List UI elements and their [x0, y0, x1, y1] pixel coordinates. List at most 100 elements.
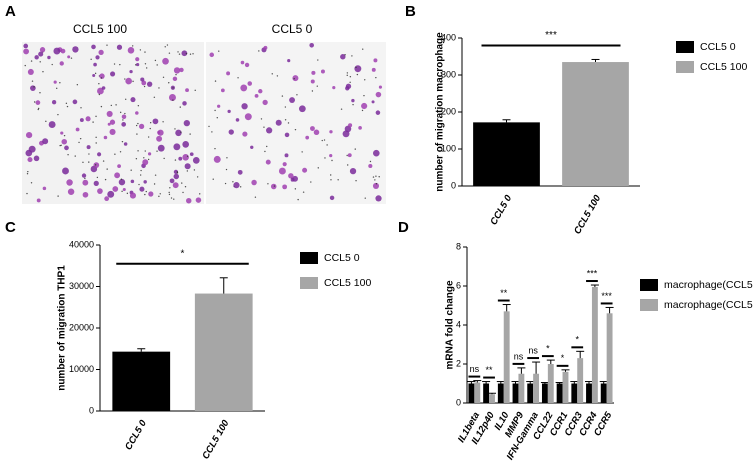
- cell: [97, 152, 102, 157]
- cell: [66, 105, 69, 108]
- cell: [130, 169, 132, 171]
- cell: [162, 121, 164, 123]
- cell: [352, 103, 354, 106]
- cell: [282, 162, 287, 167]
- cell: [224, 182, 227, 185]
- cell: [114, 153, 116, 155]
- cell: [139, 49, 142, 51]
- cell: [106, 168, 108, 170]
- cell: [310, 79, 315, 84]
- y-tick-label: 6: [456, 280, 461, 290]
- cell: [67, 154, 69, 156]
- legend-label: macrophage(CCL5 0): [664, 279, 753, 291]
- cell: [375, 183, 378, 185]
- cell: [36, 198, 41, 203]
- cell: [100, 77, 103, 79]
- legend-swatch: [676, 41, 694, 53]
- cell: [355, 66, 357, 69]
- cell: [186, 170, 189, 172]
- cell: [254, 196, 257, 198]
- x-tick-label: CCL5 100: [200, 418, 232, 462]
- cell: [172, 182, 179, 189]
- cell: [254, 93, 259, 98]
- cell: [375, 110, 381, 115]
- cell: [28, 145, 36, 153]
- cell: [260, 118, 263, 120]
- bar: [527, 383, 534, 403]
- cell: [329, 154, 333, 158]
- legend-label: CCL5 100: [324, 277, 371, 289]
- cell: [164, 46, 166, 48]
- cell: [309, 43, 314, 48]
- cell: [362, 48, 364, 50]
- cell: [56, 87, 58, 90]
- cell: [326, 144, 328, 146]
- significance: *: [575, 335, 579, 345]
- legend-swatch: [300, 252, 318, 264]
- cell: [84, 177, 86, 180]
- bar: [591, 286, 598, 403]
- cell: [135, 111, 139, 115]
- cells: [23, 43, 383, 204]
- bar: [483, 383, 490, 403]
- significance: ***: [587, 268, 598, 278]
- cell: [284, 119, 287, 121]
- cell: [345, 86, 350, 91]
- y-tick-label: 10000: [69, 364, 94, 374]
- cell: [317, 59, 319, 61]
- cell: [192, 156, 200, 164]
- cell: [61, 138, 68, 145]
- cell: [271, 73, 273, 75]
- y-tick-label: 8: [456, 241, 461, 251]
- cell: [180, 131, 182, 133]
- cell: [175, 129, 182, 137]
- cell: [344, 54, 346, 56]
- cell: [39, 47, 46, 53]
- bar: [503, 311, 510, 403]
- cell: [153, 96, 156, 98]
- cell: [241, 103, 248, 110]
- cell: [136, 133, 138, 135]
- cell: [281, 95, 284, 97]
- cell: [93, 62, 97, 67]
- cell: [173, 143, 181, 151]
- cell: [186, 197, 192, 204]
- significance: *: [561, 353, 565, 363]
- bar: [571, 383, 578, 403]
- cell: [102, 160, 105, 162]
- cell: [24, 64, 26, 67]
- cell: [159, 193, 161, 195]
- cell: [129, 69, 133, 74]
- cell: [226, 71, 231, 76]
- panel-letter: B: [405, 3, 416, 20]
- cell: [168, 52, 171, 54]
- cell: [369, 160, 372, 163]
- cell: [240, 60, 245, 65]
- cell: [147, 158, 150, 161]
- cell: [92, 121, 94, 123]
- cell: [135, 158, 138, 160]
- cell: [140, 169, 142, 172]
- cell: [273, 185, 276, 187]
- cell: [247, 81, 253, 86]
- cell: [263, 45, 268, 50]
- cell: [162, 76, 165, 79]
- cell: [88, 153, 90, 155]
- cell: [76, 84, 79, 86]
- cell: [186, 155, 189, 157]
- cell: [45, 120, 47, 123]
- cell: [375, 76, 377, 79]
- cell: [320, 69, 325, 74]
- cell: [27, 170, 29, 173]
- cell: [51, 63, 53, 66]
- cell: [144, 51, 146, 53]
- cell: [179, 67, 184, 73]
- cell: [135, 57, 140, 62]
- cell: [81, 173, 87, 178]
- panel-letter: A: [5, 3, 16, 20]
- cell: [373, 149, 380, 157]
- cell: [96, 176, 99, 179]
- cell: [284, 132, 290, 138]
- cell: [67, 55, 71, 59]
- bar: [468, 383, 475, 403]
